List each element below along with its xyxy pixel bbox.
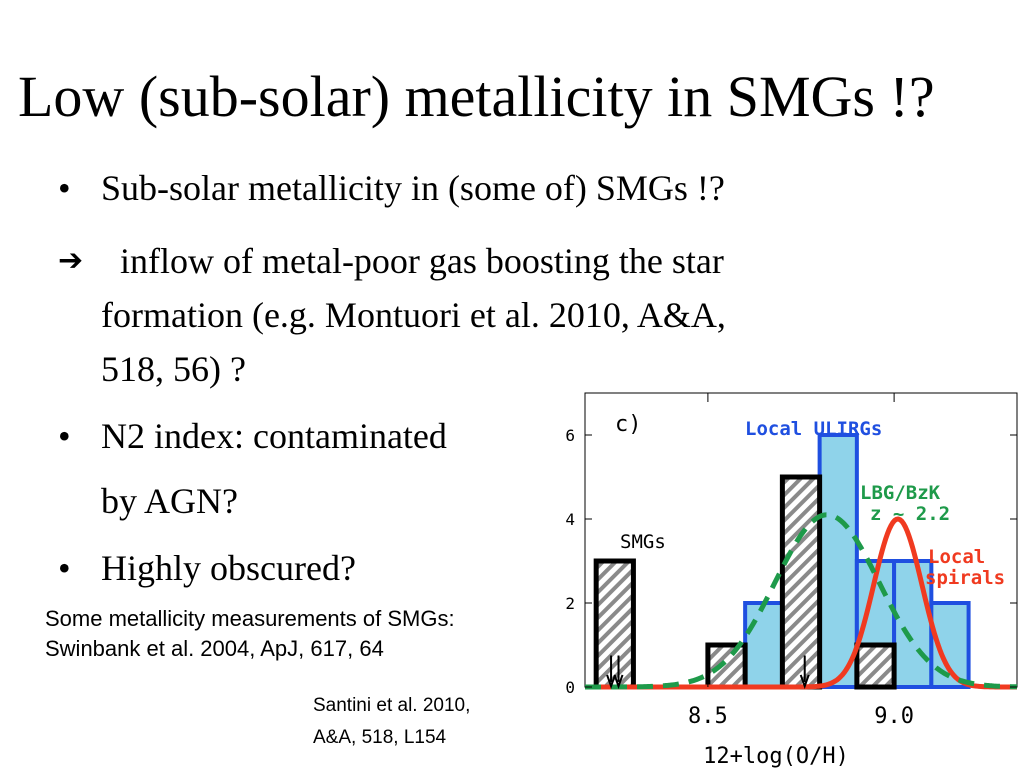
bullet-dot: •	[58, 416, 71, 456]
swinbank-note-line: Swinbank et al. 2004, ApJ, 617, 64	[45, 636, 384, 661]
lbg-redshift-label: z ~ 2.2	[870, 503, 950, 525]
y-tick-label: 0	[565, 678, 575, 697]
smg-bar	[593, 558, 636, 690]
ulirg-label: Local ULIRGs	[745, 418, 882, 440]
bullet-text: Highly obscured?	[101, 548, 356, 588]
upper-limit-arrowhead	[606, 674, 617, 690]
bullet-text: by AGN?	[101, 481, 238, 521]
smg-bar	[705, 642, 748, 690]
metallicity-histogram-chart: 0 2 4 6 8.5 9.0 12+log(O/H) c) Local ULIRGs SMGs L…	[565, 392, 1018, 768]
santini-note: Santini et al. 2010, A&A, 518, L154	[313, 690, 470, 754]
lbg-label: LBG/BzK	[860, 482, 941, 504]
santini-note-line: A&A, 518, L154	[313, 727, 447, 748]
y-tick-label: 4	[565, 510, 575, 529]
bullet-text: Sub-solar metallicity in (some of) SMGs …	[101, 168, 725, 208]
bullet-text: inflow of metal-poor gas boosting the st…	[120, 241, 724, 281]
y-tick-label: 2	[565, 594, 575, 613]
bullet-text: formation (e.g. Montuori et al. 2010, A&…	[101, 295, 726, 335]
x-tick-label: 8.5	[688, 704, 728, 729]
spirals-label-line2: spirals	[925, 567, 1005, 589]
right-arrow-icon: ➔	[58, 243, 84, 278]
bullet-dot: •	[58, 168, 71, 208]
local-spirals-curve	[584, 516, 1018, 690]
smg-label: SMGs	[620, 531, 666, 553]
slide-title: Low (sub-solar) metallicity in SMGs !?	[18, 64, 935, 129]
upper-limit-arrowhead	[613, 674, 624, 690]
bullet-dot: •	[58, 548, 71, 588]
x-axis-label: 12+log(O/H)	[703, 744, 849, 768]
panel-label: c)	[615, 412, 642, 437]
spirals-label: Local	[928, 546, 985, 568]
santini-note-line: Santini et al. 2010,	[313, 695, 471, 716]
swinbank-note-line: Some metallicity measurements of SMGs:	[45, 606, 455, 631]
bullet-text: 518, 56) ?	[101, 349, 246, 389]
ulirg-bar	[892, 559, 934, 689]
ulirg-bar	[817, 433, 859, 689]
x-tick-label: 9.0	[874, 704, 914, 729]
swinbank-note: Some metallicity measurements of SMGs: S…	[45, 604, 455, 664]
smg-bar	[854, 642, 897, 690]
bullet-text: N2 index: contaminated	[101, 416, 447, 456]
smg-bar	[779, 474, 823, 690]
lbg-bzk-curve	[584, 512, 1018, 690]
ulirg-bar	[743, 601, 785, 689]
y-tick-label: 6	[565, 426, 575, 445]
upper-limit-arrowhead	[799, 674, 810, 690]
